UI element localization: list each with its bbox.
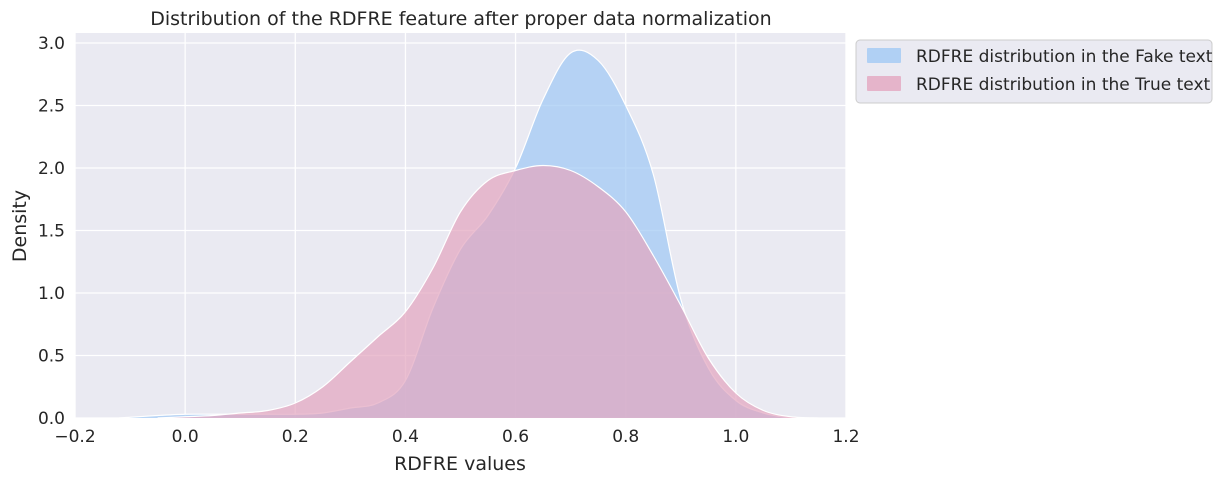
legend-swatch-true <box>867 76 901 91</box>
y-tick-label: 1.0 <box>38 284 65 304</box>
x-axis-label: RDFRE values <box>394 453 526 475</box>
y-axis-label: Density <box>9 190 31 262</box>
y-tick-label: 1.5 <box>38 222 65 242</box>
tick-labels: −0.2 0.0 0.2 0.4 0.6 0.8 1.0 1.20.00.51.01.52.0… <box>38 34 860 447</box>
legend-swatch-fake <box>867 48 901 63</box>
density-outline-true <box>157 164 819 419</box>
y-tick-label: 2.5 <box>38 97 65 117</box>
legend: RDFRE distribution in the Fake text RDFR… <box>855 39 1213 104</box>
y-tick-label: 0.5 <box>38 347 65 367</box>
legend-label-true: RDFRE distribution in the True text <box>916 75 1211 95</box>
x-tick-label: 0.2 <box>282 427 309 447</box>
y-tick-label: 2.0 <box>38 159 65 179</box>
x-tick-label: 1.2 <box>832 427 859 447</box>
x-tick-label: 0.4 <box>392 427 419 447</box>
series-areas <box>119 49 819 419</box>
y-tick-label: 3.0 <box>38 34 65 54</box>
legend-frame <box>855 39 1213 104</box>
x-tick-label: −0.2 <box>54 427 95 447</box>
density-area-true <box>157 165 819 418</box>
legend-label-fake: RDFRE distribution in the Fake text <box>916 47 1213 67</box>
y-tick-label: 0.0 <box>38 409 65 429</box>
x-tick-label: 0.0 <box>172 427 199 447</box>
x-tick-label: 1.0 <box>722 427 749 447</box>
x-tick-label: 0.6 <box>502 427 529 447</box>
chart-title: Distribution of the RDFRE feature after … <box>150 8 771 30</box>
x-tick-label: 0.8 <box>612 427 639 447</box>
